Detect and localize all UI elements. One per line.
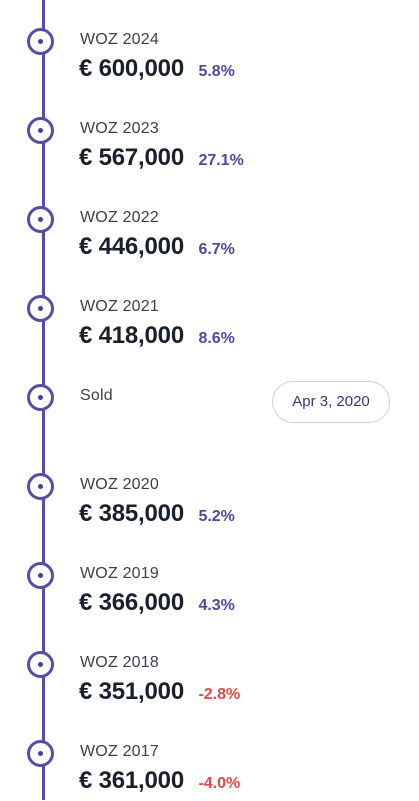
entry-change: 6.7%	[198, 241, 235, 258]
entry-change: 8.6%	[198, 330, 235, 347]
entry-value-row: € 418,000 8.6%	[79, 322, 235, 350]
timeline-entry-woz-2021: WOZ 2021 € 418,000 8.6%	[0, 267, 419, 356]
entry-value-row: € 385,000 5.2%	[79, 500, 235, 528]
timeline-entry-woz-2018: WOZ 2018 € 351,000 -2.8%	[0, 623, 419, 712]
entry-label: WOZ 2023	[80, 120, 159, 137]
entry-change: -2.8%	[198, 686, 241, 703]
entry-value-row: € 600,000 5.8%	[79, 55, 235, 83]
sold-label: Sold	[80, 387, 113, 404]
timeline-node-icon	[27, 117, 54, 144]
timeline-node-icon	[27, 651, 54, 678]
sold-date-pill[interactable]: Apr 3, 2020	[272, 381, 390, 423]
entry-label: WOZ 2021	[80, 298, 159, 315]
entry-label: WOZ 2022	[80, 209, 159, 226]
entry-value: € 418,000	[79, 322, 184, 349]
entry-value: € 446,000	[79, 233, 184, 260]
entry-value: € 600,000	[79, 55, 184, 82]
entry-value: € 385,000	[79, 500, 184, 527]
entry-value-row: € 446,000 6.7%	[79, 233, 235, 261]
entry-value: € 361,000	[79, 767, 184, 794]
timeline-entry-woz-2024: WOZ 2024 € 600,000 5.8%	[0, 0, 419, 89]
entry-change: 4.3%	[198, 597, 235, 614]
timeline-node-icon	[27, 740, 54, 767]
entry-value: € 366,000	[79, 589, 184, 616]
entry-label: WOZ 2017	[80, 743, 159, 760]
entry-value: € 351,000	[79, 678, 184, 705]
timeline-entry-sold: Sold	[0, 356, 419, 445]
timeline-entry-woz-2023: WOZ 2023 € 567,000 27.1%	[0, 89, 419, 178]
timeline-node-icon	[27, 206, 54, 233]
entry-change: 5.2%	[198, 508, 235, 525]
entry-change: -4.0%	[198, 775, 241, 792]
entry-change: 27.1%	[198, 152, 244, 169]
timeline-node-icon	[27, 562, 54, 589]
timeline-node-icon	[27, 384, 54, 411]
timeline-entry-woz-2020: WOZ 2020 € 385,000 5.2%	[0, 445, 419, 534]
entry-change: 5.8%	[198, 63, 235, 80]
entry-label: WOZ 2020	[80, 476, 159, 493]
timeline-node-icon	[27, 295, 54, 322]
timeline-node-icon	[27, 473, 54, 500]
entry-value-row: € 567,000 27.1%	[79, 144, 244, 172]
entry-value-row: € 366,000 4.3%	[79, 589, 235, 617]
timeline-entry-woz-2019: WOZ 2019 € 366,000 4.3%	[0, 534, 419, 623]
entry-label: WOZ 2018	[80, 654, 159, 671]
timeline-entry-woz-2017: WOZ 2017 € 361,000 -4.0%	[0, 712, 419, 801]
entry-label: WOZ 2024	[80, 31, 159, 48]
entry-value: € 567,000	[79, 144, 184, 171]
entry-label: WOZ 2019	[80, 565, 159, 582]
timeline-entry-woz-2022: WOZ 2022 € 446,000 6.7%	[0, 178, 419, 267]
entry-value-row: € 351,000 -2.8%	[79, 678, 240, 706]
timeline-node-icon	[27, 28, 54, 55]
entry-value-row: € 361,000 -4.0%	[79, 767, 240, 795]
